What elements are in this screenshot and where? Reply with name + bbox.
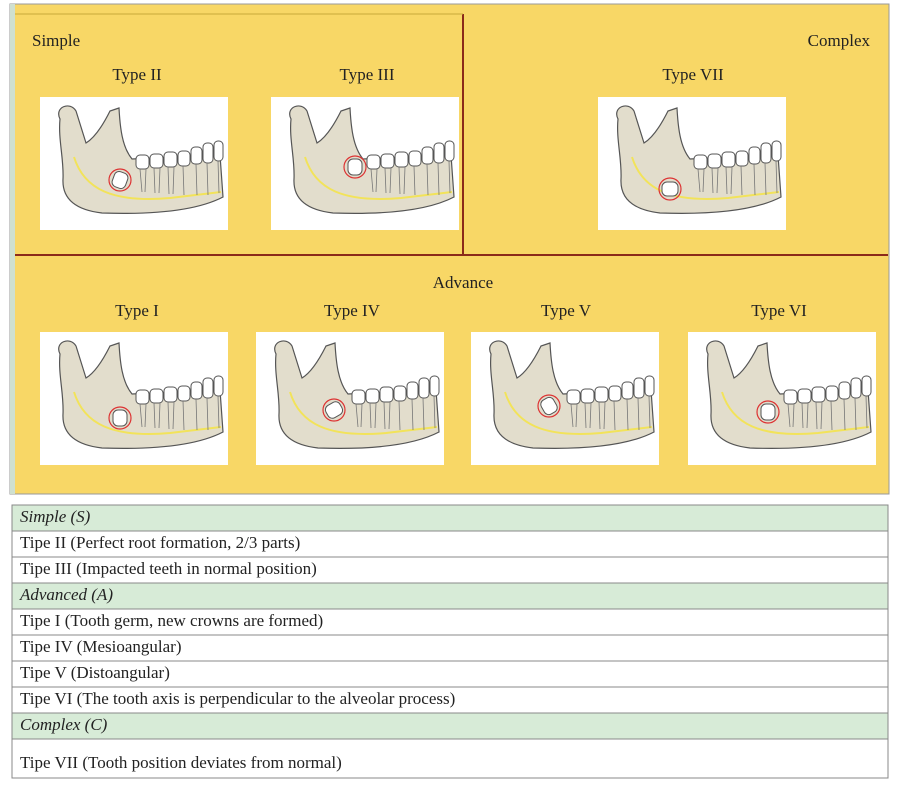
jaw-illustration: [256, 332, 444, 465]
impacted-tooth: [111, 170, 129, 190]
impaction-marker: [537, 394, 561, 418]
jaw-illustration: [598, 97, 786, 230]
row-text: Tipe V (Distoangular): [20, 663, 170, 682]
row-text: Tipe VII (Tooth position deviates from n…: [20, 753, 342, 772]
impacted-tooth: [760, 403, 776, 421]
type-label: Type II: [112, 65, 162, 84]
table-row: [11, 608, 889, 636]
jaw-illustration: [40, 332, 228, 465]
group-heading: Complex (C): [20, 715, 108, 734]
impacted-tooth: [112, 409, 128, 427]
group-row: [11, 582, 889, 610]
table-row: [11, 738, 889, 779]
group-row: [11, 504, 889, 532]
group-heading: Advanced (A): [19, 585, 113, 604]
impaction-marker: [322, 398, 346, 422]
impacted-tooth: [324, 401, 344, 419]
type-label: Type VII: [662, 65, 724, 84]
type-label: Type V: [541, 301, 592, 320]
impacted-tooth: [347, 158, 363, 176]
row-text: Tipe I (Tooth germ, new crowns are forme…: [20, 611, 323, 630]
left-strip: [10, 4, 15, 494]
group-row: [11, 712, 889, 740]
table-row: [11, 634, 889, 662]
type-label: Type IV: [324, 301, 381, 320]
jaw-illustration: [40, 97, 228, 230]
impaction-marker: [108, 168, 132, 192]
impaction-marker: [343, 155, 367, 179]
row-text: Tipe IV (Mesioangular): [20, 637, 181, 656]
row-text: Tipe II (Perfect root formation, 2/3 par…: [20, 533, 300, 552]
impacted-tooth: [540, 396, 558, 416]
section-label: Advance: [433, 273, 493, 292]
table-row: [11, 660, 889, 688]
table-row: [11, 530, 889, 558]
impacted-tooth: [661, 181, 679, 197]
jaw-illustration: [471, 332, 659, 465]
row-text: Tipe III (Impacted teeth in normal posit…: [20, 559, 317, 578]
group-heading: Simple (S): [20, 507, 91, 526]
section-label: Complex: [808, 31, 871, 50]
table-row: [11, 686, 889, 714]
impaction-marker: [658, 177, 682, 201]
impaction-marker: [108, 406, 132, 430]
type-label: Type III: [340, 65, 395, 84]
impaction-marker: [756, 400, 780, 424]
type-label: Type I: [115, 301, 159, 320]
table-row: [11, 556, 889, 584]
row-text: Tipe VI (The tooth axis is perpendicular…: [20, 689, 455, 708]
type-label: Type VI: [751, 301, 807, 320]
section-label: Simple: [32, 31, 80, 50]
jaw-illustration: [688, 332, 876, 465]
